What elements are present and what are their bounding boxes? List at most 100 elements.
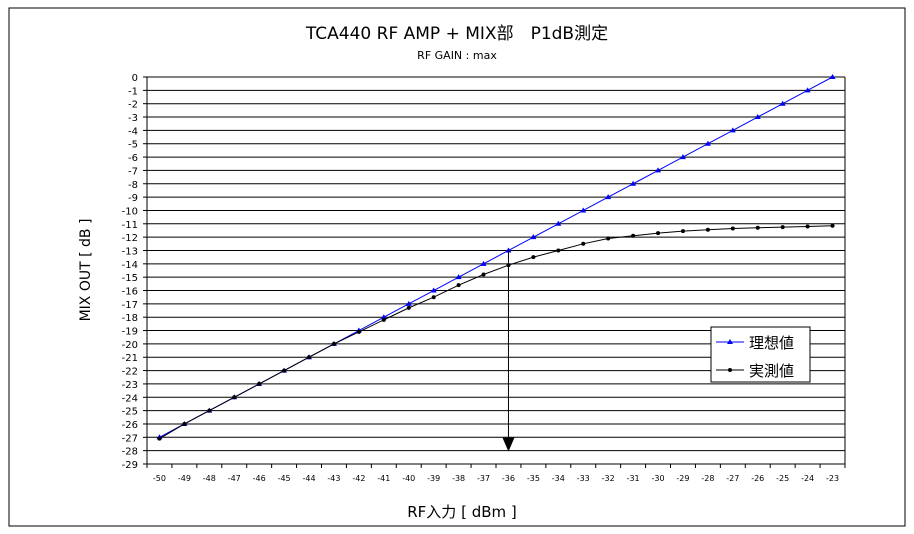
- measured-data-point: [331, 341, 336, 346]
- x-tick-label: -23: [826, 474, 839, 483]
- x-axis-label: RF入力 [ dBm ]: [407, 503, 516, 521]
- measured-data-point: [830, 223, 835, 228]
- x-tick-label: -44: [302, 474, 315, 483]
- measured-data-point: [481, 272, 486, 277]
- y-tick-label: -29: [122, 460, 138, 471]
- legend-marker-measured: [728, 368, 732, 372]
- y-tick-label: -12: [122, 233, 138, 244]
- x-tick-label: -38: [452, 474, 465, 483]
- measured-data-point: [307, 355, 312, 360]
- ideal-data-point: [829, 74, 836, 79]
- measured-data-point: [381, 317, 386, 322]
- y-tick-label: -14: [122, 260, 138, 271]
- ideal-data-point: [605, 194, 612, 200]
- x-tick-label: -45: [278, 474, 291, 483]
- ideal-data-point: [804, 87, 811, 93]
- ideal-data-point: [505, 247, 512, 253]
- measured-data-point: [232, 395, 237, 400]
- y-tick-label: -9: [128, 193, 138, 204]
- x-tick-label: -42: [352, 474, 365, 483]
- chart-title: TCA440 RF AMP + MIX部 P1dB測定: [305, 24, 608, 44]
- y-tick-label: -24: [122, 393, 138, 404]
- measured-data-point: [805, 224, 810, 229]
- legend-label-measured: 実測値: [749, 362, 794, 380]
- ideal-data-point: [754, 114, 761, 120]
- legend-box: [710, 326, 811, 383]
- measured-data-point: [456, 283, 461, 288]
- y-tick-label: -19: [122, 327, 138, 338]
- measured-data-point: [207, 408, 212, 413]
- measured-data-point: [631, 233, 636, 238]
- y-tick-label: -18: [122, 313, 138, 324]
- plot-background: [147, 77, 845, 464]
- legend: 理想値 実測値: [710, 326, 811, 383]
- measured-data-point: [157, 436, 162, 441]
- measured-data-point: [257, 381, 262, 386]
- x-tick-label: -43: [327, 474, 340, 483]
- y-tick-label: -8: [128, 180, 138, 191]
- x-tick-label: -36: [502, 474, 515, 483]
- y-tick-label: -17: [122, 300, 138, 311]
- ideal-data-point: [380, 314, 387, 320]
- y-tick-label: -13: [122, 246, 138, 257]
- x-tick-label: -29: [676, 474, 689, 483]
- y-tick-label: -15: [122, 273, 138, 284]
- x-tick-label: -41: [377, 474, 390, 483]
- y-tick-label: -11: [122, 220, 138, 231]
- y-tick-label: -1: [128, 86, 138, 97]
- measured-data-point: [356, 329, 361, 334]
- x-tick-label: -25: [776, 474, 789, 483]
- x-tick-label: -24: [801, 474, 814, 483]
- y-tick-label: -27: [122, 433, 138, 444]
- x-tick-label: -47: [228, 474, 241, 483]
- legend-label-ideal: 理想値: [749, 334, 794, 352]
- x-tick-label: -40: [402, 474, 415, 483]
- measured-data-point: [780, 225, 785, 230]
- x-tick-label: -49: [178, 474, 191, 483]
- ideal-data-point: [480, 260, 487, 266]
- y-tick-label: -5: [128, 140, 138, 151]
- y-tick-label: -22: [122, 367, 138, 378]
- x-tick-label: -26: [751, 474, 764, 483]
- x-tick-label: -39: [427, 474, 440, 483]
- ideal-data-point: [655, 167, 662, 173]
- annotation-arrow-head: [502, 437, 515, 452]
- legend-marker-ideal: [727, 339, 733, 344]
- measured-data-point: [705, 227, 710, 232]
- ideal-data-point: [704, 140, 711, 146]
- y-tick-label: -4: [128, 126, 138, 137]
- ideal-data-point: [405, 300, 412, 306]
- y-tick-label: -23: [122, 380, 138, 391]
- y-axis-label: MIX OUT [ dB ]: [78, 219, 94, 322]
- ideal-data-point: [455, 274, 462, 280]
- ideal-data-point: [555, 220, 562, 226]
- y-tick-label: -7: [128, 166, 138, 177]
- ideal-data-point: [679, 154, 686, 160]
- x-tick-label: -34: [552, 474, 565, 483]
- ideal-data-point: [729, 127, 736, 133]
- measured-data-point: [581, 241, 586, 246]
- plot-area: 0 -1 -2 -3 -4 -5 -6 -7 -8 -9 -10 -11 -12 -13 -14 -15 -16…: [122, 73, 846, 483]
- y-tick-label: -6: [128, 153, 138, 164]
- measured-data-point: [606, 236, 611, 241]
- x-tick-label: -35: [527, 474, 540, 483]
- measured-series-line: [159, 225, 833, 440]
- measured-data-point: [755, 225, 760, 230]
- y-tick-label: -10: [122, 206, 138, 217]
- ideal-data-point: [779, 100, 786, 106]
- chart-subtitle: RF GAIN : max: [417, 49, 497, 62]
- x-tick-label: -33: [577, 474, 590, 483]
- measured-data-point: [531, 255, 536, 260]
- ideal-data-point: [530, 234, 537, 240]
- x-tick-label: -28: [701, 474, 714, 483]
- x-tick-label: -50: [153, 474, 166, 483]
- ideal-data-point: [630, 180, 637, 186]
- ideal-data-point: [580, 207, 587, 213]
- y-tick-label: -16: [122, 287, 138, 298]
- x-tick-label: -48: [203, 474, 216, 483]
- x-tick-label: -27: [726, 474, 739, 483]
- y-tick-label: 0: [132, 73, 138, 84]
- measured-data-point: [431, 295, 436, 300]
- measured-data-point: [680, 229, 685, 234]
